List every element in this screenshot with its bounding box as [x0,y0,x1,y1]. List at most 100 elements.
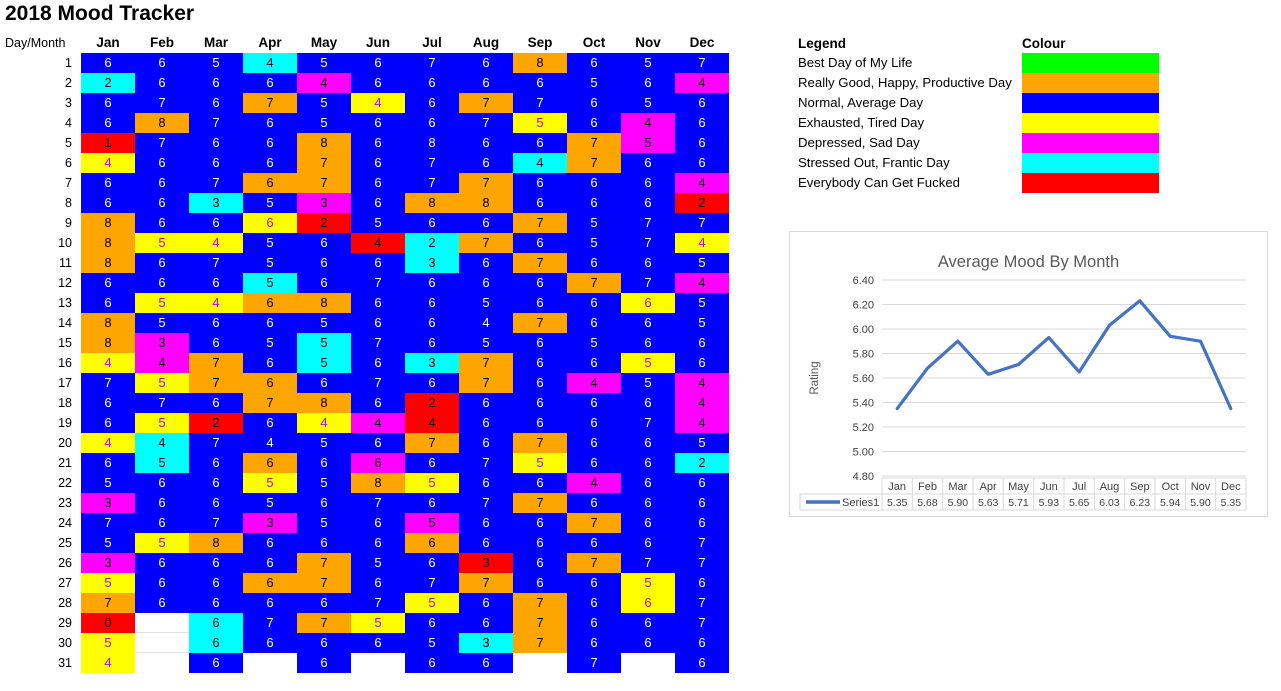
mood-cell[interactable]: 5 [621,53,675,73]
day-row-header[interactable]: 18 [58,396,72,410]
mood-cell[interactable]: 6 [351,173,405,193]
mood-cell[interactable]: 6 [567,593,621,613]
mood-cell[interactable]: 4 [351,233,405,253]
mood-cell[interactable]: 7 [459,93,513,113]
mood-cell[interactable]: 7 [297,613,351,633]
mood-cell[interactable]: 6 [351,313,405,333]
mood-cell[interactable]: 6 [297,633,351,653]
mood-cell[interactable]: 6 [405,93,459,113]
mood-cell[interactable]: 6 [189,493,243,513]
mood-cell[interactable]: 7 [351,493,405,513]
mood-cell[interactable]: 8 [297,133,351,153]
mood-cell[interactable]: 7 [135,133,189,153]
mood-cell[interactable]: 6 [405,113,459,133]
mood-cell[interactable]: 6 [243,573,297,593]
mood-cell[interactable]: 7 [567,273,621,293]
mood-cell[interactable]: 6 [513,73,567,93]
mood-cell[interactable]: 6 [567,613,621,633]
month-header-dec[interactable]: Dec [689,35,715,50]
mood-cell[interactable]: 8 [297,393,351,413]
mood-cell[interactable]: 6 [459,653,513,673]
mood-cell[interactable]: 6 [567,173,621,193]
mood-cell[interactable]: 6 [567,433,621,453]
mood-cell[interactable]: 4 [243,433,297,453]
mood-cell[interactable]: 4 [189,293,243,313]
mood-cell[interactable]: 5 [675,293,729,313]
mood-cell[interactable]: 5 [297,53,351,73]
mood-cell[interactable]: 6 [243,373,297,393]
mood-cell[interactable]: 6 [621,153,675,173]
mood-cell[interactable]: 6 [675,113,729,133]
mood-cell[interactable]: 6 [81,53,135,73]
mood-cell[interactable]: 6 [459,533,513,553]
mood-cell[interactable]: 6 [81,393,135,413]
mood-cell[interactable]: 6 [567,453,621,473]
mood-cell[interactable]: 6 [189,613,243,633]
day-row-header[interactable]: 16 [58,356,72,370]
mood-cell[interactable]: 7 [189,113,243,133]
mood-cell[interactable]: 6 [405,613,459,633]
mood-cell[interactable]: 6 [351,293,405,313]
mood-cell[interactable]: 6 [351,573,405,593]
mood-cell[interactable]: 6 [243,353,297,373]
mood-cell[interactable]: 6 [297,233,351,253]
mood-cell[interactable]: 6 [351,113,405,133]
mood-cell[interactable]: 5 [297,513,351,533]
mood-cell[interactable]: 6 [567,313,621,333]
mood-cell[interactable]: 7 [675,593,729,613]
day-row-header[interactable]: 27 [58,576,72,590]
mood-cell[interactable]: 6 [621,293,675,313]
mood-cell[interactable]: 4 [675,413,729,433]
mood-cell[interactable]: 5 [675,313,729,333]
mood-cell[interactable]: 6 [351,353,405,373]
mood-cell[interactable]: 4 [81,153,135,173]
mood-cell[interactable]: 6 [675,573,729,593]
mood-cell[interactable]: 5 [297,313,351,333]
mood-cell[interactable]: 5 [297,353,351,373]
mood-cell[interactable]: 2 [405,393,459,413]
mood-cell[interactable]: 6 [513,473,567,493]
mood-cell[interactable]: 6 [405,213,459,233]
day-row-header[interactable]: 15 [58,336,72,350]
month-header-jan[interactable]: Jan [96,35,120,50]
mood-cell[interactable]: 6 [675,473,729,493]
mood-cell[interactable]: 5 [567,213,621,233]
mood-cell[interactable]: 6 [459,593,513,613]
day-row-header[interactable]: 6 [65,156,72,170]
day-row-header[interactable]: 19 [58,416,72,430]
mood-cell[interactable]: 5 [351,553,405,573]
mood-cell[interactable]: 5 [81,473,135,493]
mood-cell[interactable]: 6 [675,653,729,673]
mood-cell[interactable]: 6 [513,533,567,553]
mood-cell[interactable]: 6 [243,553,297,573]
mood-cell[interactable]: 6 [459,433,513,453]
mood-cell[interactable]: 6 [243,453,297,473]
mood-cell[interactable]: 6 [621,593,675,613]
mood-cell[interactable]: 6 [81,453,135,473]
mood-cell[interactable]: 5 [135,533,189,553]
mood-cell[interactable]: 3 [297,193,351,213]
mood-cell[interactable]: 5 [513,113,567,133]
mood-cell[interactable]: 5 [675,433,729,453]
mood-cell[interactable]: 5 [351,213,405,233]
month-header-mar[interactable]: Mar [203,35,228,50]
mood-cell[interactable]: 5 [567,73,621,93]
mood-cell[interactable]: 6 [351,193,405,213]
day-row-header[interactable]: 17 [58,376,72,390]
mood-cell[interactable]: 6 [675,633,729,653]
mood-cell[interactable]: 8 [81,233,135,253]
mood-cell[interactable]: 5 [81,533,135,553]
mood-cell[interactable]: 7 [297,153,351,173]
day-row-header[interactable]: 25 [58,536,72,550]
mood-cell[interactable]: 3 [459,633,513,653]
mood-cell[interactable]: 4 [675,73,729,93]
mood-cell[interactable]: 5 [243,193,297,213]
mood-cell[interactable]: 6 [459,273,513,293]
mood-cell[interactable]: 5 [135,413,189,433]
mood-cell[interactable]: 7 [675,53,729,73]
mood-cell[interactable]: 7 [135,93,189,113]
mood-cell[interactable]: 6 [405,73,459,93]
mood-cell[interactable]: 6 [567,293,621,313]
mood-cell[interactable]: 7 [459,113,513,133]
mood-cell[interactable]: 5 [459,333,513,353]
